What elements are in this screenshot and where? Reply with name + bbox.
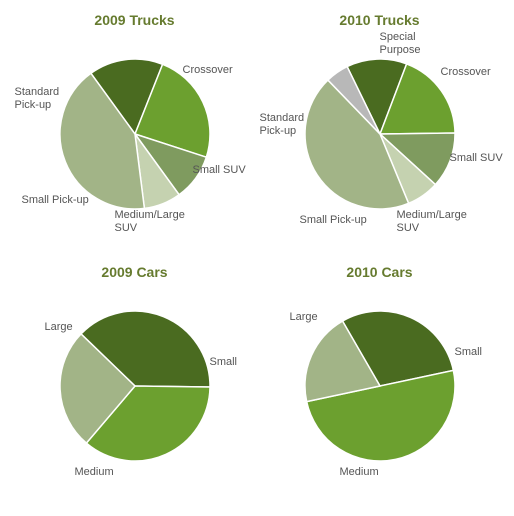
chart-trucks-2009: 2009 Trucks Crossover Small SUV Medium/Lar… (12, 12, 257, 234)
slice-label: Small (455, 346, 483, 359)
slice-label: Small (210, 356, 238, 369)
slice-label: Crossover (183, 64, 233, 77)
slice-label: Standard Pick-up (15, 86, 60, 111)
slice-label: Small SUV (193, 164, 246, 177)
slice-label: Medium (75, 466, 114, 479)
slice-label: Special Purpose (380, 31, 421, 56)
chart-cars-2009: 2009 Cars Small Medium Large (12, 264, 257, 486)
pie-svg (15, 286, 255, 486)
pie-container: Crossover Small SUV Medium/Large SUV Small … (260, 34, 500, 234)
slice-label: Standard Pick-up (260, 112, 305, 137)
chart-title: 2009 Trucks (94, 12, 174, 28)
slice-label: Medium (340, 466, 379, 479)
chart-title: 2010 Trucks (339, 12, 419, 28)
pie-container: Small Medium Large (260, 286, 500, 486)
slice-label: Medium/Large SUV (397, 209, 467, 234)
chart-title: 2010 Cars (346, 264, 412, 280)
chart-trucks-2010: 2010 Trucks Crossover Small SUV Medium/Lar… (257, 12, 502, 234)
slice-label: Crossover (441, 66, 491, 79)
chart-cars-2010: 2010 Cars Small Medium Large (257, 264, 502, 486)
slice-label: Small SUV (450, 152, 503, 165)
pie-container: Small Medium Large (15, 286, 255, 486)
pie-container: Crossover Small SUV Medium/Large SUV Small … (15, 34, 255, 234)
slice-label: Medium/Large SUV (115, 209, 185, 234)
slice-label: Small Pick-up (22, 194, 89, 207)
slice-label: Large (290, 311, 318, 324)
slice-label: Large (45, 321, 73, 334)
chart-title: 2009 Cars (101, 264, 167, 280)
chart-grid: 2009 Trucks Crossover Small SUV Medium/Lar… (12, 12, 502, 486)
slice-label: Small Pick-up (300, 214, 367, 227)
